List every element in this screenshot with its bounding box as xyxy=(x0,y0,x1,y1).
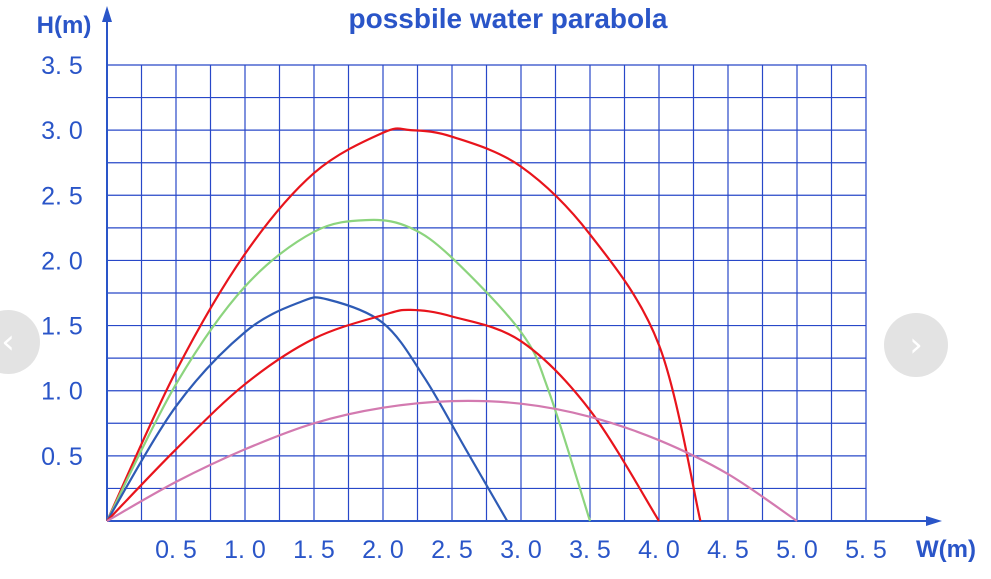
series-line-2 xyxy=(106,218,592,522)
y-tick-label: 2. 0 xyxy=(41,247,83,275)
y-axis-label: H(m) xyxy=(37,12,92,39)
x-tick-label: 3. 0 xyxy=(500,536,542,564)
chevron-right-icon: › xyxy=(909,325,923,365)
x-tick-label: 2. 5 xyxy=(431,536,473,564)
y-tick-label: 3. 0 xyxy=(41,117,83,145)
x-tick-label: 0. 5 xyxy=(155,536,197,564)
x-tick-label: 1. 0 xyxy=(224,536,266,564)
series-line-5 xyxy=(106,399,798,522)
x-tick-label: 2. 0 xyxy=(362,536,404,564)
x-tick-label: 1. 5 xyxy=(293,536,335,564)
tick-labels: 0. 5 1. 0 1. 5 2. 0 2. 5 3. 0 3. 5 4. 0 4. 5 5. 0… xyxy=(41,52,887,564)
x-axis-arrow xyxy=(926,516,942,526)
x-tick-label: 3. 5 xyxy=(569,536,611,564)
x-tick-label: 4. 5 xyxy=(707,536,749,564)
series-line-4 xyxy=(106,308,660,522)
series-line-1 xyxy=(106,127,702,522)
next-slide-button[interactable]: › xyxy=(884,313,948,377)
y-tick-label: 1. 0 xyxy=(41,378,83,406)
x-tick-label: 4. 0 xyxy=(638,536,680,564)
y-tick-label: 2. 5 xyxy=(41,182,83,210)
series-line-3 xyxy=(106,296,509,522)
y-tick-label: 1. 5 xyxy=(41,313,83,341)
x-axis-label: W(m) xyxy=(916,536,976,563)
x-tick-label: 5. 0 xyxy=(776,536,818,564)
y-tick-label: 3. 5 xyxy=(41,52,83,80)
y-axis-arrow xyxy=(102,6,112,22)
axes xyxy=(102,6,942,526)
chevron-left-icon: ‹ xyxy=(1,322,15,362)
x-tick-label: 5. 5 xyxy=(845,536,887,564)
chart-title: possbile water parabola xyxy=(349,3,668,34)
series-lines xyxy=(106,127,798,522)
y-tick-label: 0. 5 xyxy=(41,443,83,471)
